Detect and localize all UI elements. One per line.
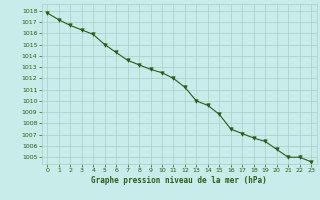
X-axis label: Graphe pression niveau de la mer (hPa): Graphe pression niveau de la mer (hPa) — [91, 176, 267, 185]
